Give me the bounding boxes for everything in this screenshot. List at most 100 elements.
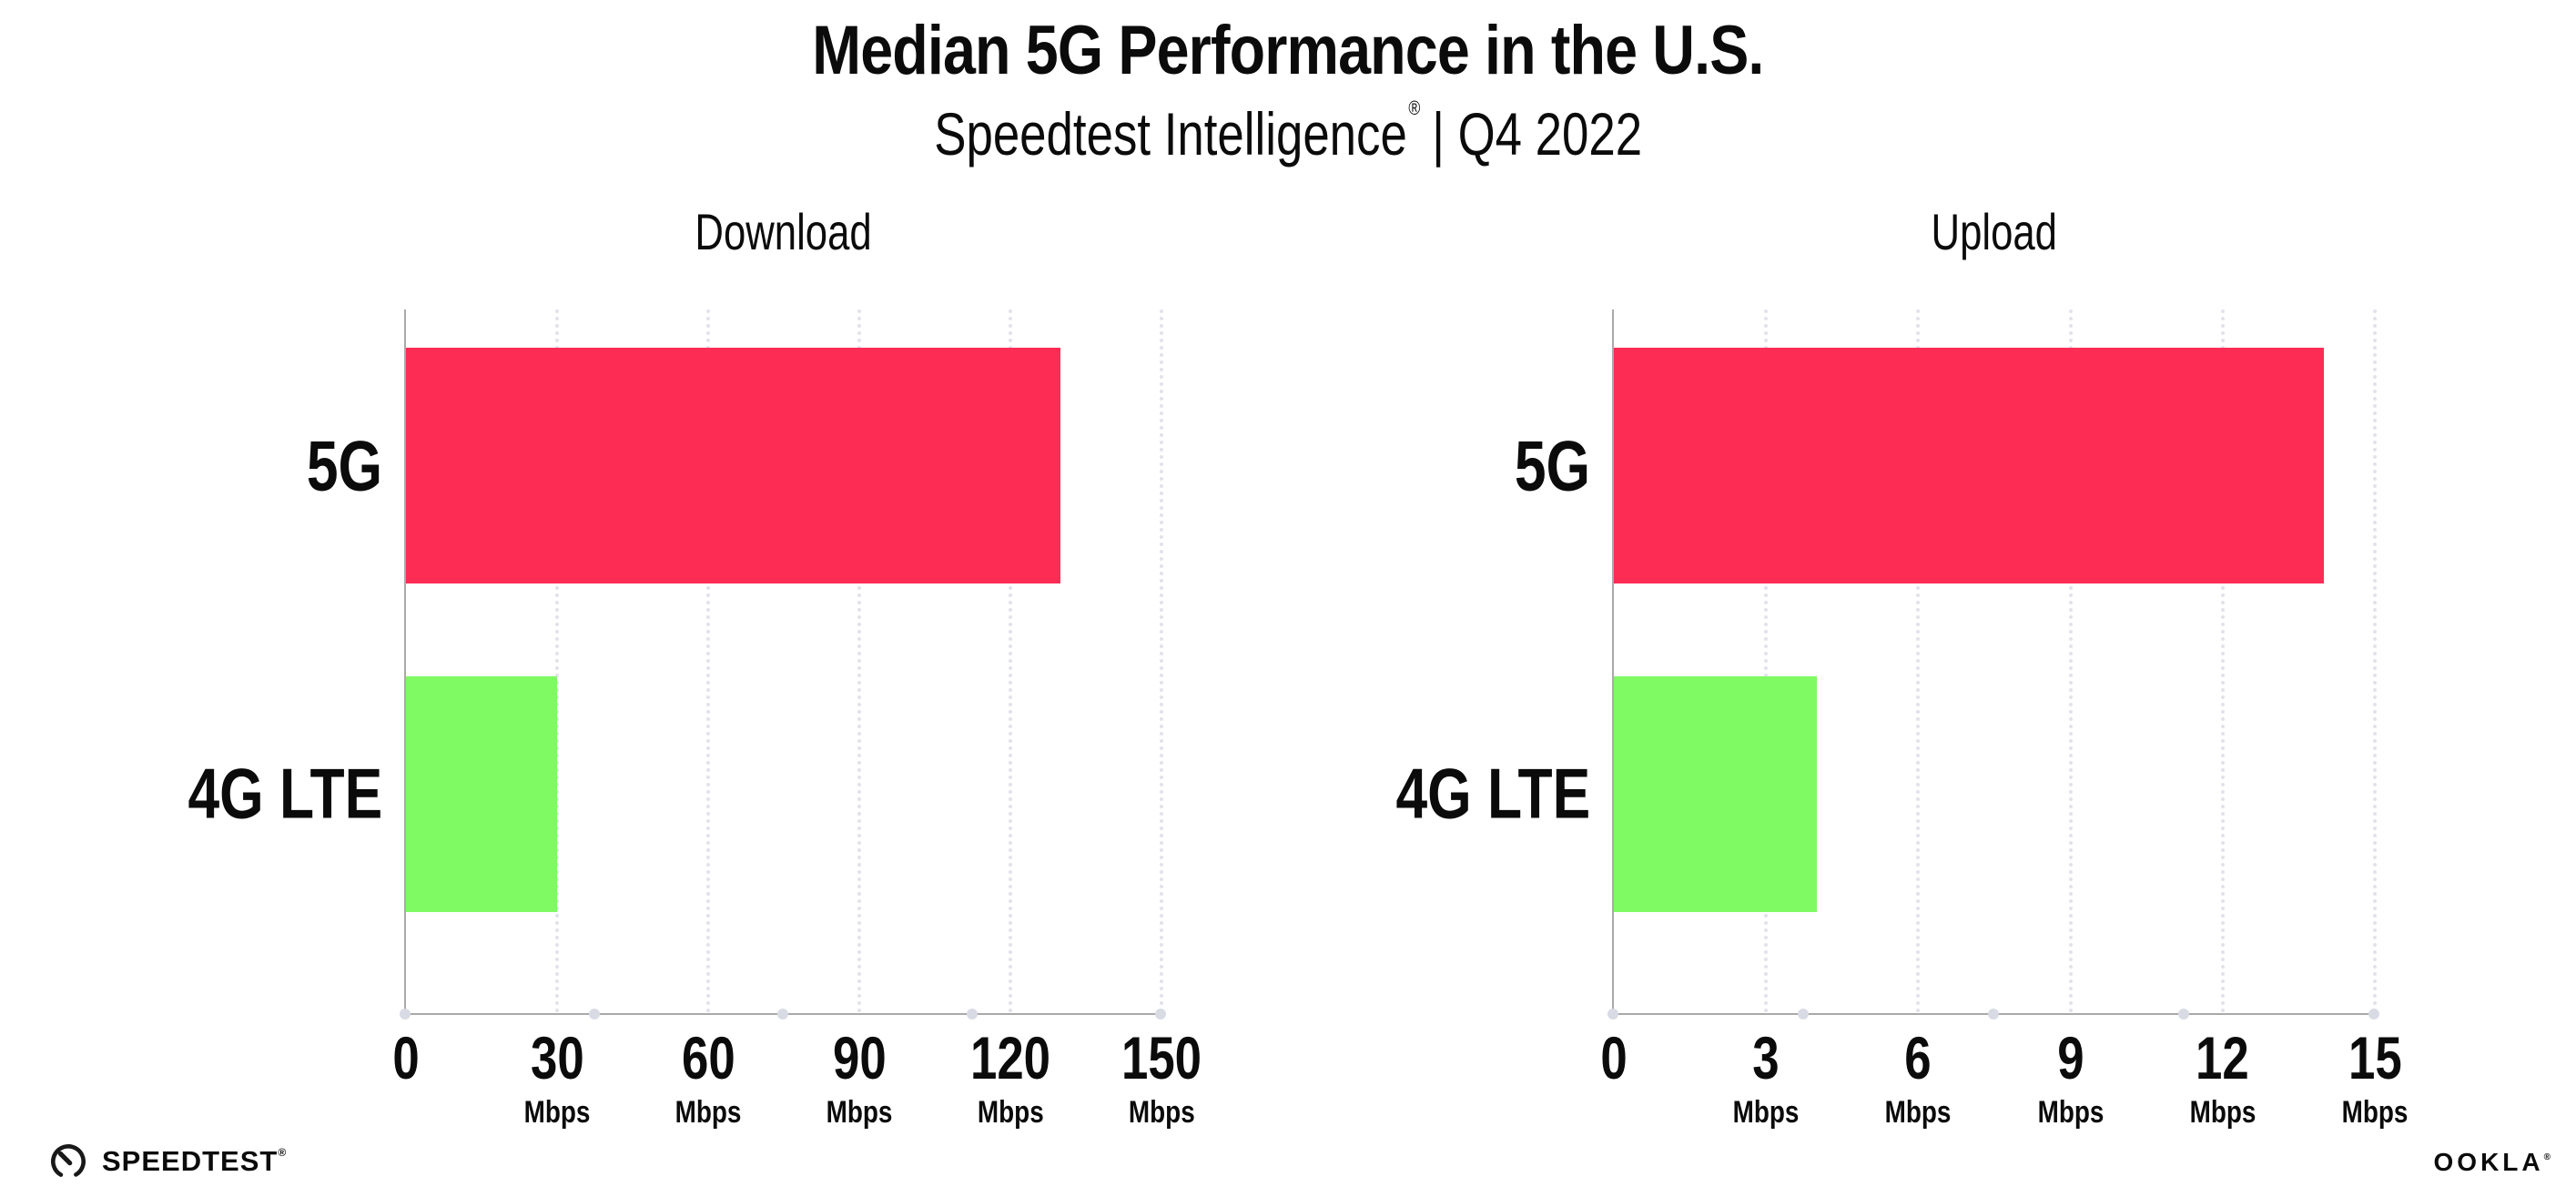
x-tick-value-text: 30 <box>530 1024 584 1091</box>
x-tick-unit-text: Mbps <box>2189 1095 2257 1130</box>
category-label-text: 5G <box>306 425 382 506</box>
x-tick-unit: Mbps <box>2030 1097 2111 1128</box>
gridline <box>1916 309 1921 1013</box>
subtitle-text: Speedtest Intelligence® | Q4 2022 <box>934 96 1642 169</box>
x-tick-value: 3 <box>1726 1028 1807 1088</box>
gridline <box>1160 309 1163 1013</box>
x-tick: 150 Mbps <box>1111 1028 1212 1128</box>
x-tick: 12 Mbps <box>2182 1028 2263 1128</box>
chart-title-text: Upload <box>1931 203 2058 260</box>
x-tick-unit-text: Mbps <box>1732 1095 1800 1130</box>
speedtest-registered-mark: ® <box>278 1146 288 1159</box>
x-tick-value: 6 <box>1878 1028 1959 1088</box>
x-tick: 9 Mbps <box>2030 1028 2111 1128</box>
axis-quarter-dot <box>400 1009 411 1019</box>
subtitle-brand: Speedtest Intelligence <box>934 99 1407 167</box>
x-tick: 0 <box>390 1028 423 1088</box>
gridline <box>706 309 710 1013</box>
gridline <box>555 309 559 1013</box>
x-tick: 6 Mbps <box>1878 1028 1959 1128</box>
x-tick-value: 150 <box>1111 1028 1212 1088</box>
bar-4g-lte <box>1614 675 1817 912</box>
axis-quarter-dot <box>2368 1009 2379 1019</box>
speedtest-wordmark-text: SPEEDTEST <box>102 1145 279 1177</box>
chart-title-download: Download <box>406 202 1161 261</box>
ookla-logo: OOKLA® <box>2434 1148 2551 1177</box>
x-tick-unit-text: Mbps <box>674 1095 742 1130</box>
x-tick-value-text: 15 <box>2348 1024 2402 1091</box>
axis-quarter-dot <box>777 1009 788 1019</box>
x-tick-value-text: 9 <box>2056 1024 2084 1091</box>
speedtest-logo: SPEEDTEST® <box>47 1141 287 1182</box>
x-tick-value-text: 0 <box>1600 1024 1628 1091</box>
axis-quarter-dot <box>2178 1009 2189 1019</box>
axis-quarter-dot <box>1155 1009 1166 1019</box>
gridline <box>1009 309 1012 1013</box>
chart-title-text: Download <box>695 203 873 260</box>
x-tick-unit: Mbps <box>1726 1097 1807 1128</box>
category-label-4g-lte: 4G LTE <box>1347 753 1590 836</box>
x-tick-unit: Mbps <box>1878 1097 1959 1128</box>
x-tick-value: 0 <box>1597 1028 1631 1088</box>
axis-quarter-dot <box>588 1009 600 1019</box>
x-tick-value-text: 12 <box>2196 1024 2250 1091</box>
chart-download: Download 0 30 Mbps 60 Mbps 90 Mbps 120 Mbps 150 Mbp… <box>188 203 1202 1128</box>
x-tick-unit-text: Mbps <box>1884 1095 1952 1130</box>
x-tick: 60 Mbps <box>668 1028 749 1128</box>
axis-quarter-dot <box>1798 1009 1809 1019</box>
category-label-5g: 5G <box>1496 424 1590 507</box>
bar-4g-lte <box>406 675 557 912</box>
x-tick-value: 15 <box>2335 1028 2416 1088</box>
category-label-5g: 5G <box>288 424 382 507</box>
header: Median 5G Performance in the U.S. Speedt… <box>0 13 2576 168</box>
registered-mark: ® <box>1408 96 1421 119</box>
axis-quarter-dot <box>966 1009 978 1019</box>
x-tick-unit: Mbps <box>960 1097 1060 1128</box>
x-tick-unit: Mbps <box>668 1097 749 1128</box>
x-tick: 15 Mbps <box>2335 1028 2416 1128</box>
x-tick-unit-text: Mbps <box>2341 1095 2409 1130</box>
ookla-registered-mark: ® <box>2543 1152 2551 1162</box>
x-tick-value-text: 120 <box>969 1024 1051 1091</box>
gridline <box>2373 309 2377 1013</box>
x-tick-value: 0 <box>390 1028 423 1088</box>
category-label-4g-lte: 4G LTE <box>139 753 382 836</box>
x-tick-unit: Mbps <box>819 1097 900 1128</box>
x-tick-value-text: 150 <box>1121 1024 1202 1091</box>
x-tick: 90 Mbps <box>819 1028 900 1128</box>
speedtest-wordmark: SPEEDTEST® <box>102 1145 287 1178</box>
x-tick-value-text: 6 <box>1904 1024 1932 1091</box>
axis-quarter-dot <box>1607 1009 1618 1019</box>
x-tick-value: 120 <box>960 1028 1060 1088</box>
page-title: Median 5G Performance in the U.S. <box>0 13 2576 89</box>
chart-upload: Upload 0 3 Mbps 6 Mbps 9 Mbps 12 Mbps 15 Mbps 5G 4G L… <box>1395 203 2408 1128</box>
x-tick-unit-text: Mbps <box>1128 1095 1195 1130</box>
x-tick-unit: Mbps <box>517 1097 598 1128</box>
x-tick-value: 9 <box>2030 1028 2111 1088</box>
x-tick-value: 12 <box>2182 1028 2263 1088</box>
page-title-text: Median 5G Performance in the U.S. <box>812 12 1764 89</box>
x-tick-unit-text: Mbps <box>977 1095 1044 1130</box>
axis-quarter-dot <box>1988 1009 1999 1019</box>
chart-title-upload: Upload <box>1614 202 2375 261</box>
subtitle-period: | Q4 2022 <box>1432 99 1642 167</box>
x-tick-value: 90 <box>819 1028 900 1088</box>
gridline <box>1764 309 1769 1013</box>
category-label-text: 4G LTE <box>188 753 382 834</box>
category-label-text: 4G LTE <box>1395 753 1590 834</box>
x-tick-unit-text: Mbps <box>523 1095 591 1130</box>
x-tick-value-text: 3 <box>1752 1024 1780 1091</box>
x-tick-value: 60 <box>668 1028 749 1088</box>
x-tick-value-text: 90 <box>832 1024 887 1091</box>
gridline <box>2220 309 2225 1013</box>
category-label-text: 5G <box>1514 425 1590 506</box>
ookla-wordmark-text: OOKLA <box>2433 1148 2544 1176</box>
x-tick-unit: Mbps <box>2182 1097 2263 1128</box>
x-tick: 120 Mbps <box>960 1028 1060 1128</box>
bar-5g <box>1614 348 2325 584</box>
x-tick-value-text: 60 <box>681 1024 735 1091</box>
bar-5g <box>406 348 1061 584</box>
x-tick-value-text: 0 <box>392 1024 420 1091</box>
x-tick: 30 Mbps <box>517 1028 598 1128</box>
